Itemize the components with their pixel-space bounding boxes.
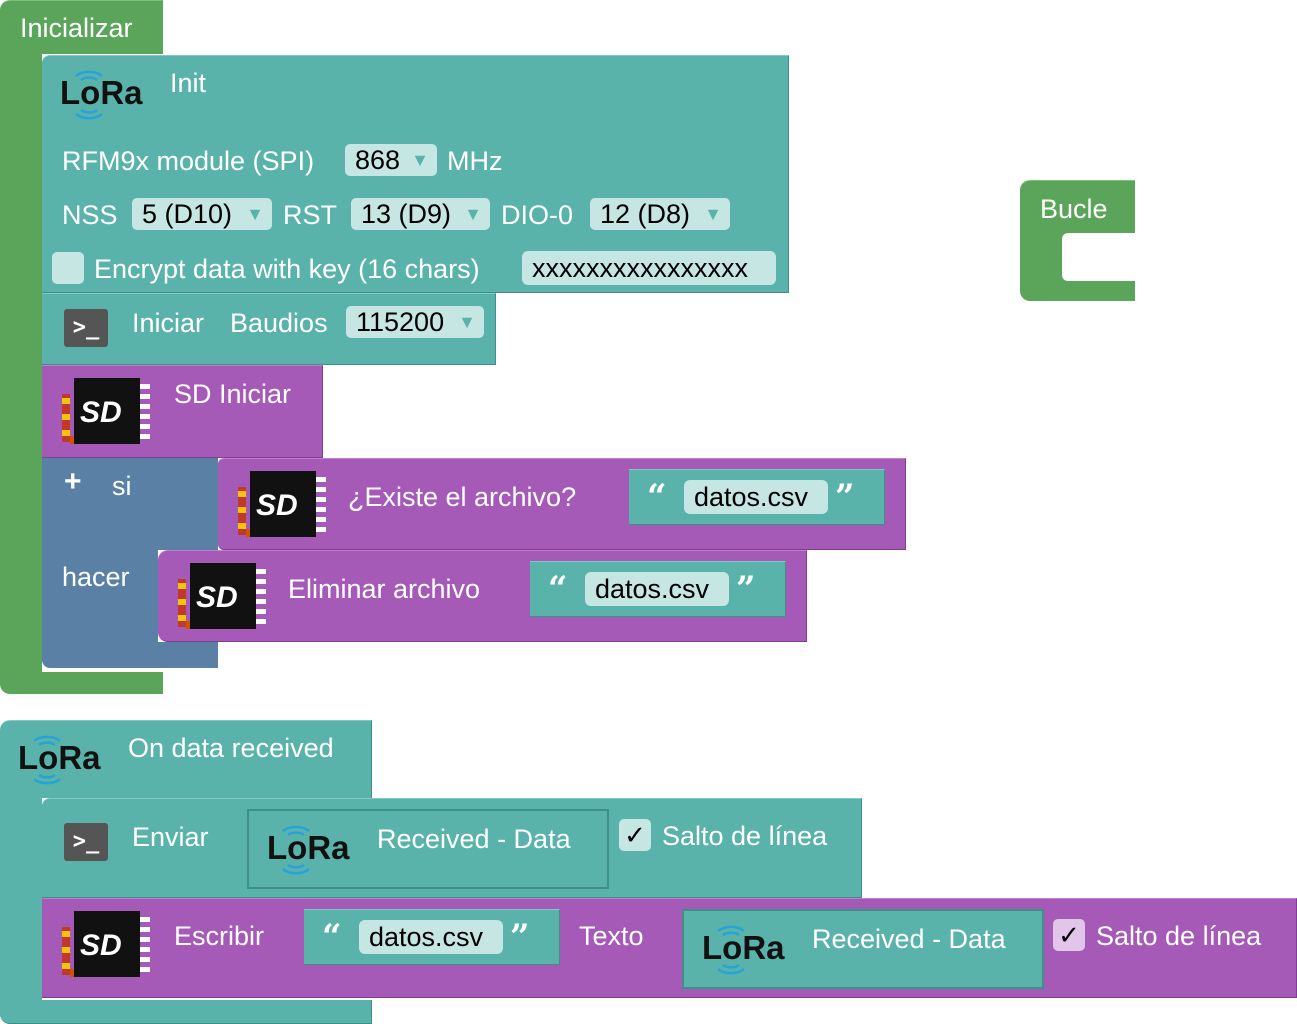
serial-print-block[interactable]: >_ Enviar Received - Data ✓ Salto de lín… bbox=[42, 798, 862, 898]
filename-field[interactable]: datos.csv bbox=[359, 920, 503, 954]
encrypt-key-field[interactable]: xxxxxxxxxxxxxxxx bbox=[522, 251, 776, 285]
frequency-unit: MHz bbox=[447, 146, 503, 176]
sd-remove-block[interactable]: Eliminar archivo “ datos.csv ” bbox=[158, 550, 807, 642]
chevron-down-icon: ▼ bbox=[464, 204, 482, 224]
dio-value: 12 (D8) bbox=[600, 199, 691, 229]
received-data-label: Received - Data bbox=[377, 824, 571, 854]
setup-block-spine bbox=[0, 54, 42, 674]
encrypt-checkbox[interactable] bbox=[52, 252, 84, 284]
loop-slot bbox=[1062, 233, 1136, 281]
sd-card-icon bbox=[176, 559, 268, 635]
frequency-value: 868 bbox=[355, 145, 401, 175]
text-literal-block[interactable]: “ datos.csv ” bbox=[629, 469, 885, 525]
open-quote-icon: “ bbox=[322, 917, 342, 957]
filename-field[interactable]: datos.csv bbox=[585, 572, 729, 606]
sd-card-icon bbox=[60, 374, 152, 450]
chevron-down-icon: ▼ bbox=[458, 312, 476, 332]
dio-dropdown[interactable]: 12 (D8) ▼ bbox=[590, 198, 730, 230]
open-quote-icon: “ bbox=[548, 569, 568, 609]
if-label: si bbox=[112, 471, 132, 501]
lora-logo-icon bbox=[700, 919, 792, 979]
sd-write-label: Escribir bbox=[174, 921, 265, 951]
chevron-down-icon: ▼ bbox=[246, 204, 264, 224]
baud-value: 115200 bbox=[356, 307, 445, 337]
if-block-footer bbox=[42, 642, 218, 668]
newline-checkbox[interactable]: ✓ bbox=[1053, 919, 1085, 951]
setup-block[interactable]: Inicializar bbox=[0, 0, 163, 54]
received-data-label: Received - Data bbox=[812, 924, 1006, 954]
chevron-down-icon: ▼ bbox=[704, 204, 722, 224]
sd-card-icon bbox=[236, 467, 328, 543]
lora-init-block[interactable]: Init RFM9x module (SPI) 868 ▼ MHz NSS 5 (… bbox=[42, 55, 789, 293]
lora-received-data-block[interactable]: Received - Data bbox=[682, 909, 1044, 989]
on-receive-title: On data received bbox=[128, 733, 334, 763]
rst-label: RST bbox=[283, 200, 337, 230]
nss-dropdown[interactable]: 5 (D10) ▼ bbox=[132, 198, 272, 230]
nss-value: 5 (D10) bbox=[142, 199, 233, 229]
sd-remove-label: Eliminar archivo bbox=[288, 574, 481, 604]
baud-label: Baudios bbox=[230, 308, 328, 338]
newline-label: Salto de línea bbox=[1096, 921, 1262, 951]
dio-label: DIO-0 bbox=[501, 200, 574, 230]
do-label: hacer bbox=[62, 562, 130, 592]
lora-logo-icon bbox=[265, 819, 357, 879]
on-receive-footer bbox=[0, 1000, 372, 1024]
setup-block-footer bbox=[0, 672, 163, 694]
on-receive-spine bbox=[0, 797, 42, 1007]
if-plus-button[interactable]: + bbox=[64, 465, 82, 498]
close-quote-icon: ” bbox=[835, 477, 855, 517]
sd-write-block[interactable]: Escribir “ datos.csv ” Texto Received - … bbox=[42, 898, 1297, 998]
sd-init-block[interactable]: SD Iniciar bbox=[42, 365, 323, 458]
lora-received-data-block[interactable]: Received - Data bbox=[247, 809, 609, 889]
nss-label: NSS bbox=[62, 200, 118, 230]
module-label: RFM9x module (SPI) bbox=[62, 146, 315, 176]
close-quote-icon: ” bbox=[510, 917, 530, 957]
terminal-icon: >_ bbox=[64, 309, 108, 347]
filename-field[interactable]: datos.csv bbox=[684, 480, 828, 514]
lora-logo-icon bbox=[16, 729, 108, 789]
if-block[interactable] bbox=[42, 458, 218, 550]
text-literal-block[interactable]: “ datos.csv ” bbox=[304, 909, 560, 965]
sd-card-icon bbox=[60, 907, 152, 983]
terminal-icon: >_ bbox=[64, 823, 108, 861]
if-block-spine bbox=[42, 550, 158, 645]
frequency-dropdown[interactable]: 868 ▼ bbox=[345, 144, 437, 176]
rst-value: 13 (D9) bbox=[361, 199, 452, 229]
serial-print-label: Enviar bbox=[132, 822, 209, 852]
text-literal-block[interactable]: “ datos.csv ” bbox=[530, 561, 786, 617]
loop-title: Bucle bbox=[1040, 194, 1108, 224]
close-quote-icon: ” bbox=[736, 569, 756, 609]
open-quote-icon: “ bbox=[647, 477, 667, 517]
chevron-down-icon: ▼ bbox=[411, 150, 429, 170]
on-receive-block[interactable]: On data received bbox=[0, 720, 372, 798]
lora-init-title: Init bbox=[170, 68, 207, 98]
encrypt-label: Encrypt data with key (16 chars) bbox=[94, 254, 480, 284]
loop-block[interactable]: Bucle bbox=[1020, 180, 1136, 301]
newline-label: Salto de línea bbox=[662, 821, 828, 851]
baud-dropdown[interactable]: 115200 ▼ bbox=[346, 306, 484, 338]
sd-exists-label: ¿Existe el archivo? bbox=[348, 482, 577, 512]
sd-exists-block[interactable]: ¿Existe el archivo? “ datos.csv ” bbox=[218, 458, 906, 550]
setup-title: Inicializar bbox=[20, 13, 133, 43]
text-label: Texto bbox=[579, 921, 644, 951]
lora-logo-icon bbox=[58, 64, 150, 124]
sd-init-label: SD Iniciar bbox=[174, 379, 292, 409]
serial-begin-block[interactable]: >_ Iniciar Baudios 115200 ▼ bbox=[42, 293, 496, 365]
rst-dropdown[interactable]: 13 (D9) ▼ bbox=[351, 198, 490, 230]
newline-checkbox[interactable]: ✓ bbox=[619, 819, 651, 851]
serial-begin-label: Iniciar bbox=[132, 308, 205, 338]
